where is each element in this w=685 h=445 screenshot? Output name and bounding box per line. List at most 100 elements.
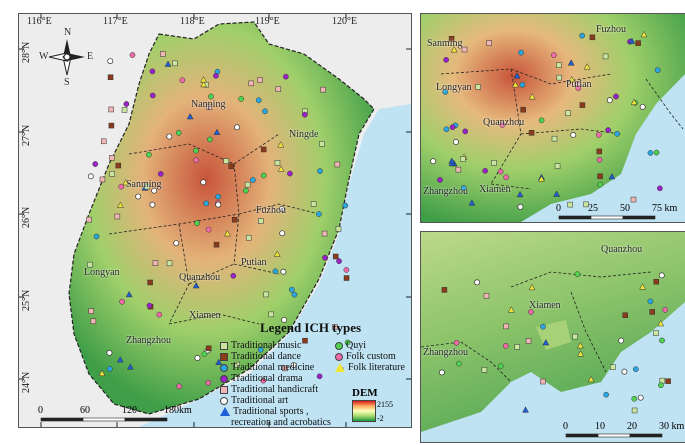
square-marker-icon — [220, 341, 228, 350]
ich-marker — [200, 80, 208, 88]
ich-marker — [277, 141, 285, 148]
scale-label: 30 km — [659, 421, 685, 432]
ich-marker — [657, 185, 663, 192]
inset-central-city-fuzhou: Fuzhou — [596, 24, 626, 35]
ich-marker — [310, 201, 317, 207]
ich-marker — [614, 130, 620, 137]
ich-marker — [597, 181, 604, 188]
ich-marker — [632, 366, 639, 373]
city-label-xiamen: Xiamen — [189, 310, 221, 321]
ich-marker — [320, 86, 326, 93]
ich-marker — [260, 172, 267, 179]
inset-central-city-xiamen: Xiamen — [479, 184, 511, 195]
inset-central-city-longyan: Longyan — [436, 82, 472, 93]
latitude-label: 26°N — [21, 206, 32, 228]
compass-n: N — [64, 27, 72, 38]
ich-marker — [263, 291, 269, 298]
scale-label: 60 — [80, 405, 90, 416]
ich-marker — [215, 358, 223, 365]
scale-segment — [40, 417, 84, 422]
ich-marker — [613, 93, 619, 100]
ich-marker — [653, 278, 660, 285]
legend-item-label: Quyi — [346, 340, 366, 351]
ich-marker — [497, 363, 504, 369]
ich-marker — [525, 338, 532, 344]
ich-marker — [517, 203, 524, 210]
city-label-quanzhou: Quanzhou — [179, 272, 221, 283]
ich-marker — [497, 168, 504, 175]
longitude-label: 117°E — [103, 16, 128, 27]
ich-marker — [176, 383, 183, 390]
ich-marker — [474, 279, 481, 286]
legend-title: Legend ICH types — [260, 320, 362, 335]
inset-map-central[interactable]: Fuzhou Sanming Longyan Putian Quanzhou Zhangz… — [420, 13, 685, 223]
ich-marker — [587, 375, 595, 383]
scale-label: 50 — [620, 203, 630, 214]
ich-marker — [172, 60, 178, 67]
ich-marker — [460, 185, 467, 191]
ich-marker — [443, 56, 449, 63]
ich-marker — [231, 216, 238, 223]
ich-marker — [334, 161, 341, 168]
ich-marker — [152, 260, 159, 266]
ich-marker — [86, 216, 92, 223]
ich-marker — [208, 93, 214, 100]
inset-map-xiamen[interactable]: Quanzhou Xiamen Zhangzhou 0 10 20 30 km — [420, 231, 685, 443]
legend-item-row: Traditional drama — [220, 373, 303, 384]
main-map[interactable]: N S E W 116°E 117°E 118°E 119°E 120°E 28°N 27… — [18, 13, 412, 428]
ich-marker — [228, 163, 234, 170]
ich-marker — [115, 162, 122, 169]
city-label-longyan: Longyan — [84, 267, 120, 278]
ich-marker — [275, 86, 282, 92]
ich-marker — [565, 110, 571, 116]
ich-marker — [203, 200, 210, 207]
scale-segment — [565, 433, 599, 438]
scale-segment — [629, 433, 663, 438]
ich-marker — [659, 337, 665, 344]
scale-label: 120 — [122, 405, 137, 416]
ich-marker — [192, 147, 199, 154]
ich-marker — [272, 268, 279, 275]
scale-label: 0 — [38, 405, 43, 416]
inset-xiamen-canvas — [421, 232, 685, 438]
ich-marker — [450, 46, 458, 53]
scale-label: 180km — [164, 405, 192, 416]
city-label-sanming: Sanming — [126, 179, 162, 190]
ich-marker — [583, 63, 591, 70]
ich-marker — [486, 40, 492, 46]
ich-marker — [302, 337, 308, 344]
circle-marker-icon — [220, 374, 228, 383]
ich-marker — [647, 298, 654, 305]
latitude-label: 27°N — [21, 124, 32, 146]
ich-marker — [282, 73, 289, 80]
city-label-fuzhou: Fuzhou — [256, 205, 286, 216]
ich-marker — [278, 206, 285, 213]
legend-item-row: recreation and acrobatics — [220, 417, 331, 428]
ich-marker — [448, 157, 456, 164]
ich-marker — [234, 124, 240, 131]
ich-marker — [302, 111, 308, 118]
ich-marker — [621, 368, 628, 375]
ich-marker — [160, 51, 166, 57]
ich-marker — [551, 135, 558, 142]
legend-item-label: Traditional art — [231, 395, 289, 406]
ich-marker — [630, 98, 638, 105]
ich-marker — [595, 131, 602, 138]
city-label-putian: Putian — [241, 257, 267, 268]
inset-xiamen-markers — [438, 271, 671, 414]
ich-marker — [144, 183, 150, 190]
ich-marker — [528, 309, 534, 315]
ich-marker — [520, 106, 526, 113]
ich-marker — [574, 271, 581, 278]
ich-marker — [87, 261, 93, 268]
ich-marker — [250, 177, 256, 183]
ich-marker — [540, 378, 546, 385]
ich-marker — [332, 324, 338, 330]
inset-central-city-putian: Putian — [566, 79, 592, 90]
ich-marker — [273, 250, 281, 257]
ich-marker — [528, 93, 536, 100]
ich-marker — [280, 268, 287, 275]
legend-item-label: Traditional medicine — [231, 362, 315, 373]
ich-marker — [319, 141, 325, 147]
ich-markers — [86, 51, 351, 390]
